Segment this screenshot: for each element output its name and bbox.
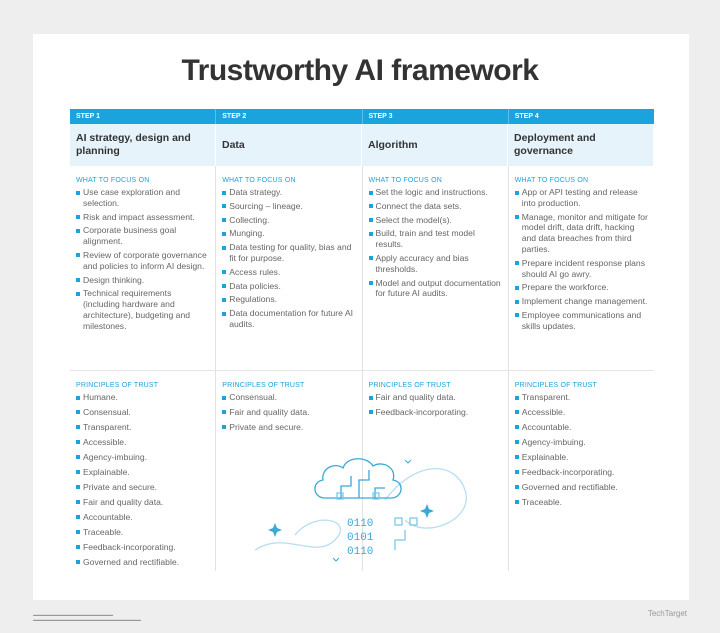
- list-item: Data strategy.: [222, 187, 355, 198]
- trust-column: PRINCIPLES OF TRUST Consensual. Fair and q…: [216, 371, 363, 571]
- list-item: Prepare the workforce.: [514, 282, 648, 293]
- section-label: PRINCIPLES OF TRUST: [222, 382, 305, 389]
- list-item: Accountable.: [76, 512, 209, 523]
- list-item: Fair and quality data.: [368, 392, 502, 403]
- step-label: STEP 4: [514, 113, 539, 120]
- list-item: Private and secure.: [222, 422, 355, 433]
- list-item: Munging.: [222, 228, 355, 239]
- framework-table: STEP 1 STEP 2 STEP 3 STEP 4 AI strategy,…: [70, 109, 654, 571]
- list-item: Accessible.: [76, 437, 209, 448]
- trust-column: PRINCIPLES OF TRUST Humane. Consensual. Tra…: [70, 371, 217, 571]
- list-item: Fair and quality data.: [76, 497, 209, 508]
- section-label: PRINCIPLES OF TRUST: [368, 382, 451, 389]
- step-heading: Data: [216, 124, 362, 166]
- list-item: Connect the data sets.: [368, 201, 502, 212]
- binary-line: 0110: [347, 518, 373, 530]
- list-item: Set the logic and instructions.: [368, 187, 502, 198]
- list-item: Implement change management.: [514, 296, 648, 307]
- step-label: STEP 1: [70, 109, 217, 124]
- trust-list: Humane. Consensual. Transparent. Accessible…: [76, 392, 209, 568]
- trust-column: PRINCIPLES OF TRUST Transparent. Accessibl…: [509, 371, 654, 571]
- focus-column: WHAT TO FOCUS ON Use case exploration and…: [70, 166, 217, 370]
- list-item: Explainable.: [514, 452, 648, 463]
- section-label: WHAT TO FOCUS ON: [514, 177, 589, 184]
- focus-list: Data strategy. Sourcing – lineage. Collect…: [222, 187, 355, 330]
- list-item: Sourcing – lineage.: [222, 201, 355, 212]
- list-item: Humane.: [76, 392, 209, 403]
- techtarget-logo: TechTarget: [648, 609, 687, 618]
- step-headings: AI strategy, design and planning Data Al…: [70, 124, 654, 166]
- logo-text: TechTarget: [647, 609, 687, 618]
- trust-list: Fair and quality data. Feedback-incorpora…: [368, 392, 502, 418]
- step-heading: Algorithm: [362, 124, 508, 166]
- step-label: STEP 2: [216, 109, 363, 124]
- list-item: Data documentation for future AI audits.: [222, 308, 355, 330]
- list-item: Prepare incident response plans should A…: [514, 258, 648, 280]
- trust-row: PRINCIPLES OF TRUST Humane. Consensual. Tra…: [70, 371, 654, 571]
- list-item: Collecting.: [222, 215, 355, 226]
- list-item: Transparent.: [76, 422, 209, 433]
- list-item: Risk and impact assessment.: [76, 212, 209, 223]
- list-item: App or API testing and release into prod…: [514, 187, 648, 209]
- step-heading: AI strategy, design and planning: [70, 124, 216, 166]
- list-item: Transparent.: [514, 392, 648, 403]
- list-item: Feedback-incorporating.: [368, 407, 502, 418]
- section-label: WHAT TO FOCUS ON: [76, 177, 150, 184]
- source-note: ▬▬▬▬▬▬▬▬▬▬▬▬▬▬▬▬▬▬▬▬ ▬▬▬▬▬▬▬▬▬▬▬▬▬▬▬▬▬▬▬▬…: [33, 612, 141, 622]
- list-item: Fair and quality data.: [222, 407, 355, 418]
- list-item: Accountable.: [514, 422, 648, 433]
- list-item: Private and secure.: [76, 482, 209, 493]
- list-item: Feedback-incorporating.: [76, 542, 209, 553]
- list-item: Manage, monitor and mitigate for model d…: [514, 212, 648, 255]
- focus-column: WHAT TO FOCUS ON Data strategy. Sourcing –…: [216, 166, 363, 370]
- section-label: PRINCIPLES OF TRUST: [514, 382, 597, 389]
- focus-list: Use case exploration and selection. Risk …: [76, 187, 209, 332]
- list-item: Governed and rectifiable.: [514, 482, 648, 493]
- list-item: Consensual.: [76, 407, 209, 418]
- list-item: Traceable.: [76, 527, 209, 538]
- focus-list: App or API testing and release into prod…: [514, 187, 648, 332]
- section-label: WHAT TO FOCUS ON: [368, 177, 442, 184]
- list-item: Consensual.: [222, 392, 355, 403]
- focus-list: Set the logic and instructions. Connect t…: [368, 187, 502, 300]
- list-item: Governed and rectifiable.: [76, 557, 209, 568]
- step-bar: STEP 1 STEP 2 STEP 3 STEP 4: [70, 109, 654, 124]
- binary-line: 0101: [347, 532, 374, 544]
- step-heading: Deployment and governance: [508, 124, 654, 166]
- list-item: Explainable.: [76, 467, 209, 478]
- focus-column: WHAT TO FOCUS ON App or API testing and r…: [509, 166, 654, 370]
- list-item: Traceable.: [514, 497, 648, 508]
- list-item: Design thinking.: [76, 275, 209, 286]
- list-item: Agency-imbuing.: [514, 437, 648, 448]
- list-item: Agency-imbuing.: [76, 452, 209, 463]
- list-item: Access rules.: [222, 267, 355, 278]
- list-item: Select the model(s).: [368, 215, 502, 226]
- list-item: Apply accuracy and bias thresholds.: [368, 253, 502, 275]
- section-label: PRINCIPLES OF TRUST: [76, 382, 159, 389]
- list-item: Employee communications and skills updat…: [514, 310, 648, 332]
- list-item: Data policies.: [222, 281, 355, 292]
- trust-list: Transparent. Accessible. Accountable. Agenc…: [514, 392, 648, 508]
- trust-column: PRINCIPLES OF TRUST Fair and quality data…: [363, 371, 509, 571]
- list-item: Build, train and test model results.: [368, 228, 502, 250]
- list-item: Data testing for quality, bias and fit f…: [222, 242, 355, 264]
- list-item: Regulations.: [222, 294, 355, 305]
- page-title: Trustworthy AI framework: [181, 54, 539, 87]
- cloud-circuit-brain-icon: 0110 0101 0110: [255, 458, 467, 562]
- focus-row: WHAT TO FOCUS ON Use case exploration and…: [70, 166, 654, 371]
- list-item: Feedback-incorporating.: [514, 467, 648, 478]
- focus-column: WHAT TO FOCUS ON Set the logic and instru…: [363, 166, 509, 370]
- step-label: STEP 3: [363, 109, 509, 124]
- list-item: Accessible.: [514, 407, 648, 418]
- section-label: WHAT TO FOCUS ON: [222, 177, 296, 184]
- binary-line: 0110: [347, 546, 373, 558]
- list-item: Model and output documentation for futur…: [368, 278, 502, 300]
- list-item: Review of corporate governance and polic…: [76, 250, 209, 272]
- list-item: Technical requirements (including hardwa…: [76, 288, 209, 331]
- trust-list: Consensual. Fair and quality data. Private…: [222, 392, 355, 433]
- list-item: Corporate business goal alignment.: [76, 225, 209, 247]
- list-item: Use case exploration and selection.: [76, 187, 209, 209]
